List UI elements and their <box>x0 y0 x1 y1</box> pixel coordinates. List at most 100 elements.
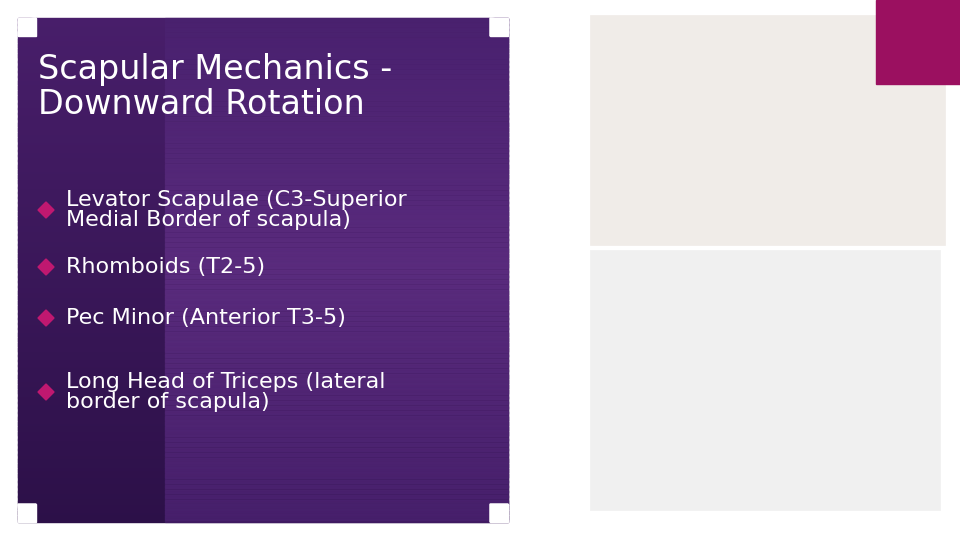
Bar <box>18 221 508 223</box>
Bar <box>165 150 508 152</box>
Bar <box>165 363 508 366</box>
Bar <box>165 206 508 208</box>
Bar <box>165 55 508 57</box>
Bar <box>165 335 508 337</box>
Bar <box>18 395 508 397</box>
Bar <box>18 296 508 299</box>
Bar <box>18 187 508 190</box>
Bar <box>165 316 508 319</box>
Bar <box>18 85 508 87</box>
Bar <box>18 103 508 105</box>
Bar <box>165 226 508 228</box>
Bar <box>165 293 508 295</box>
Bar <box>18 153 508 156</box>
Bar <box>165 263 508 265</box>
Bar <box>18 105 508 107</box>
Bar <box>165 501 508 503</box>
Bar <box>18 308 508 310</box>
Bar <box>18 413 508 415</box>
Bar <box>18 68 508 70</box>
Bar <box>18 480 508 482</box>
Bar <box>18 129 508 131</box>
Bar <box>590 15 945 245</box>
Bar <box>165 120 508 122</box>
Bar <box>18 386 508 388</box>
Bar <box>18 431 508 433</box>
Bar <box>165 71 508 73</box>
Bar <box>18 100 508 102</box>
Bar <box>165 322 508 324</box>
Bar <box>165 510 508 512</box>
Bar <box>165 347 508 349</box>
Bar <box>18 263 508 265</box>
Bar <box>165 503 508 505</box>
Text: border of scapula): border of scapula) <box>66 392 270 412</box>
Bar <box>18 98 508 100</box>
Bar <box>165 82 508 84</box>
Bar <box>18 212 508 214</box>
Bar <box>18 370 508 373</box>
Bar <box>165 231 508 233</box>
Bar <box>18 379 508 381</box>
Bar <box>18 71 508 73</box>
Bar <box>18 231 508 233</box>
Bar <box>18 380 508 382</box>
Bar <box>18 58 508 60</box>
Bar <box>18 451 508 453</box>
Bar <box>165 156 508 158</box>
Bar <box>18 456 508 458</box>
Bar <box>18 439 508 441</box>
Bar <box>165 167 508 169</box>
Bar <box>165 484 508 487</box>
Bar <box>18 390 508 393</box>
Bar <box>18 392 508 394</box>
Bar <box>165 144 508 146</box>
Bar <box>18 357 508 359</box>
Bar <box>165 123 508 125</box>
Bar <box>18 343 508 346</box>
Bar <box>165 505 508 507</box>
Bar <box>18 216 508 218</box>
Bar <box>18 404 508 406</box>
Bar <box>165 106 508 109</box>
Bar <box>165 59 508 62</box>
Bar <box>165 31 508 33</box>
Bar <box>165 56 508 58</box>
Bar <box>165 451 508 453</box>
Bar <box>165 233 508 235</box>
Bar <box>18 436 508 438</box>
Bar <box>165 211 508 213</box>
Bar <box>165 407 508 409</box>
Bar <box>165 168 508 171</box>
Bar <box>165 498 508 500</box>
Bar <box>18 289 508 292</box>
Bar <box>165 189 508 191</box>
Bar <box>165 469 508 471</box>
Bar <box>165 103 508 105</box>
Bar <box>165 197 508 199</box>
Bar <box>165 483 508 485</box>
Polygon shape <box>490 504 508 522</box>
Bar <box>165 278 508 280</box>
Bar <box>18 137 508 139</box>
Bar <box>165 238 508 240</box>
Bar <box>18 118 508 120</box>
Bar <box>18 286 508 288</box>
Bar <box>18 293 508 295</box>
Bar <box>165 333 508 335</box>
Bar <box>18 239 508 241</box>
Bar <box>165 218 508 220</box>
Bar <box>165 285 508 287</box>
Text: Medial Border of scapula): Medial Border of scapula) <box>66 210 350 230</box>
Bar <box>165 182 508 184</box>
Bar <box>18 86 508 89</box>
Bar <box>165 171 508 173</box>
Bar <box>165 212 508 214</box>
Bar <box>165 51 508 53</box>
Bar <box>165 102 508 104</box>
Bar <box>165 80 508 82</box>
Bar <box>165 395 508 397</box>
Bar <box>165 330 508 332</box>
Bar <box>590 250 940 510</box>
Bar <box>18 207 508 210</box>
